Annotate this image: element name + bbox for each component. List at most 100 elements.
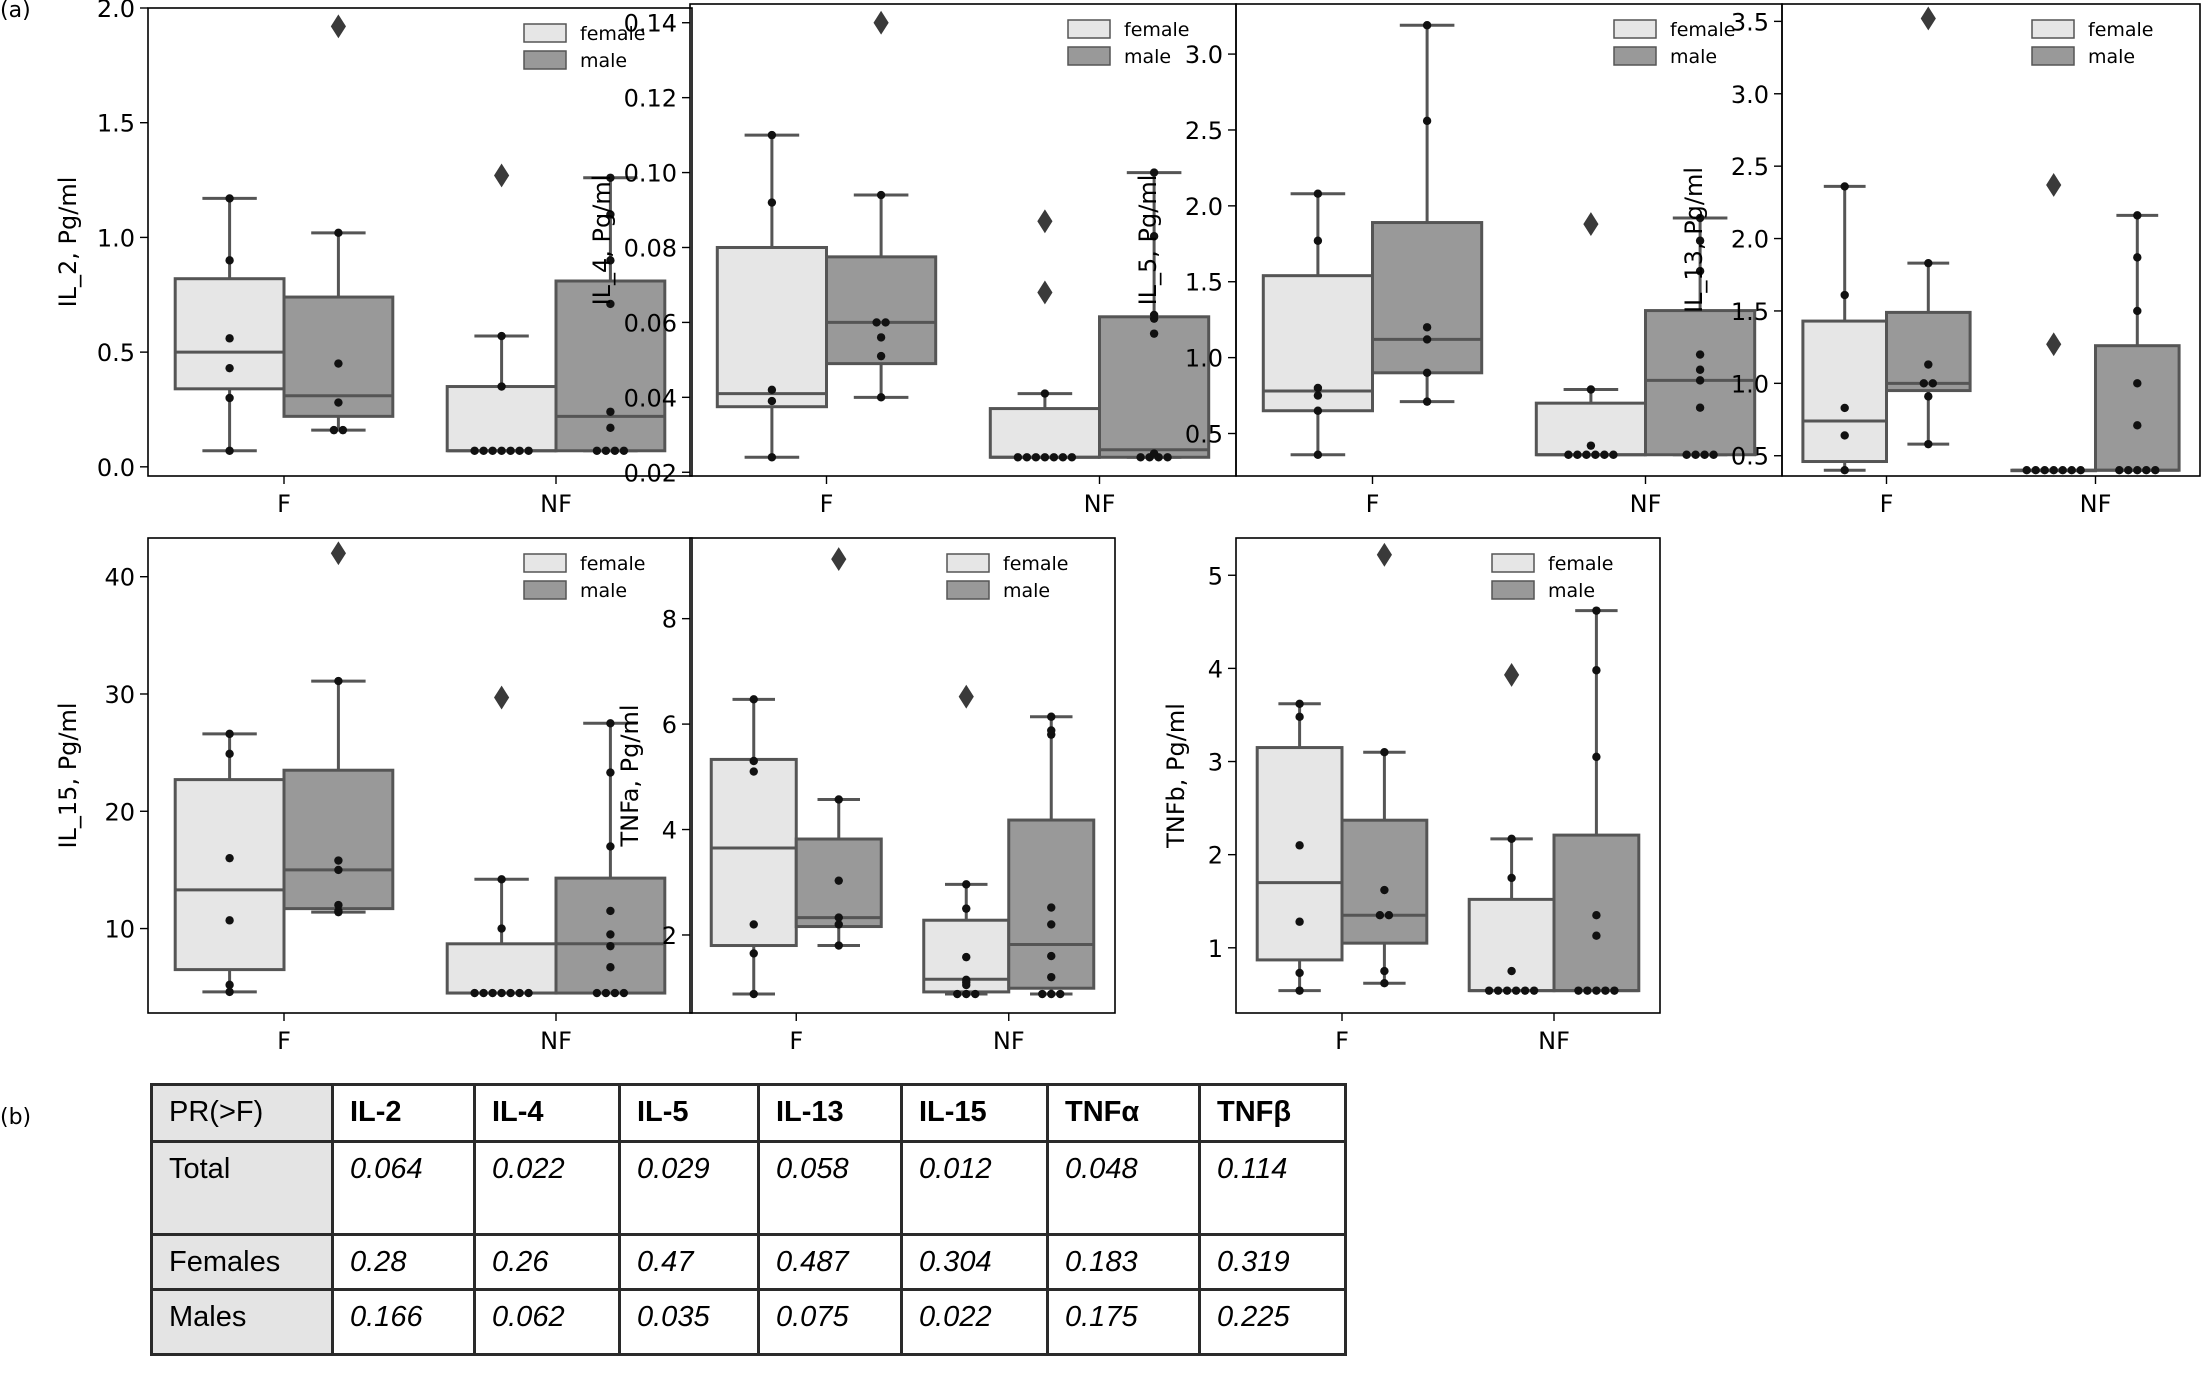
table-cell: 0.058 [757,1140,903,1236]
table-cell: 0.175 [1046,1288,1201,1356]
data-point [225,393,234,403]
box-iqr [1467,897,1556,993]
y-tick-label: 0.5 [97,339,135,367]
legend-label-female: female [580,553,646,575]
legend-swatch-male [523,50,567,70]
data-point [497,382,506,391]
x-tick-label: F [277,490,291,518]
data-point [1600,450,1609,459]
data-point [1375,911,1385,920]
x-tick-label: NF [540,1027,572,1055]
data-point [1295,968,1304,978]
legend-swatch-female [523,23,567,43]
table-row-label: Females [150,1233,334,1291]
data-point [1511,986,1521,995]
data-point [1695,350,1705,359]
data-point [962,880,971,889]
data-point [1493,986,1503,995]
data-point [1031,453,1041,462]
data-point [767,198,777,207]
data-point [606,768,615,777]
data-point [749,695,758,704]
data-point [1709,450,1718,459]
y-tick-label: 3 [1208,749,1223,777]
plot-frame [689,537,1116,1014]
data-point [2133,211,2142,220]
data-point [1013,453,1023,462]
data-point [2049,466,2058,475]
y-tick-label: 6 [662,711,677,739]
data-point [767,396,777,406]
y-tick-label: 1.0 [1185,345,1223,373]
table-cell: 0.225 [1198,1288,1347,1356]
data-point [962,904,971,913]
y-tick-label: 1.0 [97,224,135,252]
box-iqr [445,385,558,453]
data-point [1047,989,1056,999]
outlier-marker [2046,332,2062,357]
data-point [497,446,506,455]
data-point [767,453,777,462]
data-point [606,963,615,972]
table-cell: 0.166 [331,1288,476,1356]
data-point [1592,752,1601,762]
x-tick-label: F [1880,490,1894,518]
data-point [2151,466,2160,475]
data-point [1592,606,1601,615]
y-tick-label: 0.10 [624,160,677,188]
legend-swatch-male [1491,580,1535,600]
table-header-cell: TNFα [1046,1083,1201,1143]
data-point [1564,450,1573,459]
y-tick-label: 5 [1208,562,1223,590]
data-point [1149,310,1159,320]
data-point [619,988,629,998]
box-iqr [1255,746,1344,962]
data-point [749,989,758,999]
data-point [872,318,881,327]
data-point [497,875,506,884]
data-point [834,941,843,950]
data-point [962,952,971,962]
data-point [749,949,758,958]
data-point [1610,986,1619,995]
y-axis-label: IL_4, Pg/ml [588,175,616,306]
y-tick-label: 2 [1208,842,1223,870]
table-header-cell: IL-4 [473,1083,621,1143]
legend-label-male: male [1003,580,1050,602]
data-point [1038,989,1047,999]
data-point [1149,449,1159,458]
data-point [881,318,890,327]
table-header-cell: IL-2 [331,1083,476,1143]
panel-label-a: (a) [0,0,31,23]
y-tick-label: 2.5 [1731,153,1769,181]
data-point [601,988,611,998]
data-point [592,446,602,455]
plot-frame [1781,3,2201,477]
legend-swatch-male [523,580,567,600]
data-point [606,423,615,433]
data-point [515,988,524,998]
data-point [834,920,843,929]
data-point [610,988,620,998]
data-point [1058,453,1068,462]
outlier-marker [1037,209,1053,234]
data-point [601,446,611,455]
data-point [1919,379,1929,388]
box-iqr [173,778,286,972]
anova-pvalue-table: PR(>F) IL-2 IL-4 IL-5 IL-13 IL-15 TNFα T… [150,1083,1347,1356]
data-point [1067,453,1077,462]
plot-frame [147,537,693,1014]
x-tick-label: F [789,1027,803,1055]
data-point [1380,978,1389,988]
legend-swatch-female [946,553,990,573]
x-tick-label: F [277,1027,291,1055]
data-point [962,975,971,984]
table-cell: 0.319 [1198,1233,1347,1291]
box-iqr [554,279,667,453]
data-point [1840,466,1849,475]
table-row-label: Total [150,1140,334,1236]
data-point [1592,931,1601,940]
table-row: Total 0.064 0.022 0.029 0.058 0.012 0.04… [150,1140,1347,1236]
outlier-marker [2046,173,2062,197]
data-point [610,446,620,455]
